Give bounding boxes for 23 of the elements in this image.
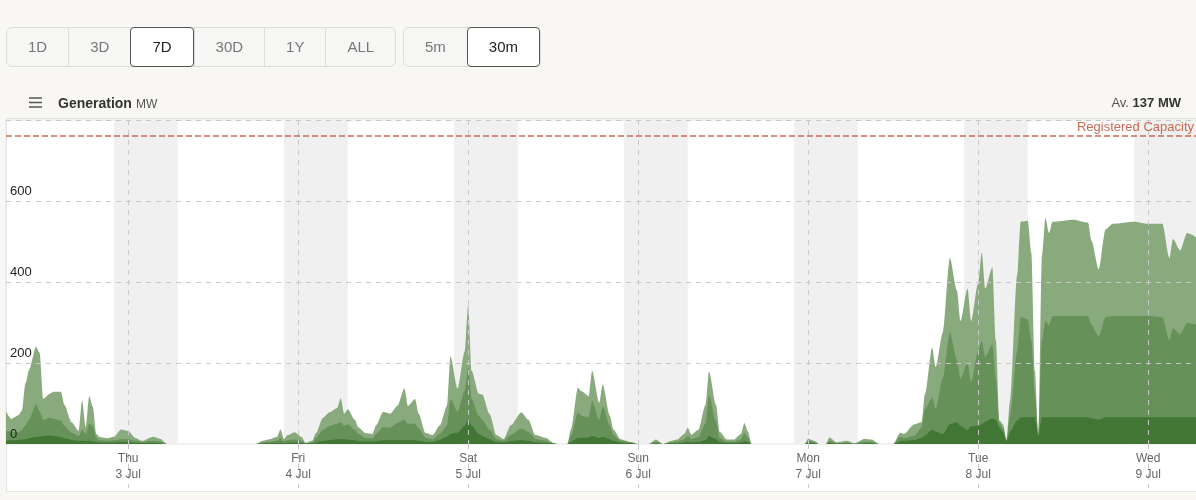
text: 3D xyxy=(68,28,131,66)
x-tick-label: Tue 8 Jul xyxy=(965,451,991,481)
chart-title: Generation xyxy=(58,95,132,111)
y-tick-label: 600 xyxy=(10,183,32,198)
text: 30D xyxy=(193,28,265,66)
y-tick-label: 0 xyxy=(10,426,18,441)
x-tick-label: Mon 7 Jul xyxy=(795,451,821,481)
text: ALL xyxy=(325,28,396,66)
text: Av. 137 MW xyxy=(1111,95,1181,110)
x-tick-label: Fri 4 Jul xyxy=(285,451,311,481)
text: 5m xyxy=(404,28,467,66)
x-tick-label: Wed 9 Jul xyxy=(1135,451,1161,481)
text: 7D xyxy=(130,27,194,67)
y-tick-label: 200 xyxy=(10,345,32,360)
x-tick-label: Sat 5 Jul xyxy=(455,451,481,481)
ref-line-label: Registered Capacity xyxy=(1076,119,1195,135)
text: 1Y xyxy=(264,28,326,66)
x-tick-label: Thu 3 Jul xyxy=(115,451,141,481)
chart-subtitle: MW xyxy=(135,97,158,111)
x-tick-label: Sun 6 Jul xyxy=(625,451,651,481)
text: 30m xyxy=(466,27,541,67)
y-tick-label: 400 xyxy=(10,264,32,279)
text: 1D xyxy=(7,28,69,66)
